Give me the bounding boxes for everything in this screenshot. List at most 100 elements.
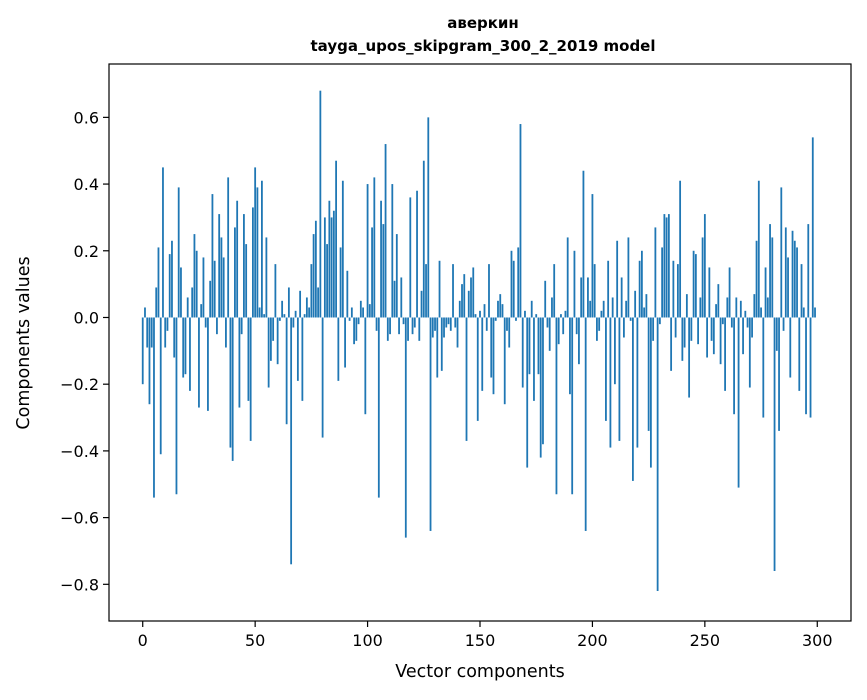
bar — [663, 214, 666, 318]
bar — [157, 247, 160, 318]
bar — [148, 317, 151, 405]
bar — [672, 260, 675, 318]
bar — [355, 317, 358, 341]
bar — [294, 310, 297, 318]
bar — [272, 317, 275, 341]
bar — [222, 257, 225, 318]
bar — [575, 317, 578, 335]
bar — [344, 317, 346, 368]
bar — [281, 300, 284, 318]
bar — [261, 180, 263, 318]
bar — [209, 280, 212, 318]
bar — [474, 314, 477, 318]
bar — [173, 317, 176, 358]
bar — [285, 317, 288, 425]
bar — [789, 317, 792, 378]
bar — [690, 317, 693, 341]
bar — [762, 317, 765, 418]
bar — [386, 317, 389, 341]
y-tick-label: −0.8 — [60, 575, 99, 594]
bar — [591, 194, 594, 318]
bar — [359, 300, 362, 318]
bar — [710, 317, 713, 341]
bar — [195, 250, 198, 318]
bar — [332, 210, 335, 318]
bar — [555, 317, 558, 495]
bar — [328, 200, 331, 318]
bar — [778, 317, 780, 431]
bar — [323, 217, 326, 318]
bar — [733, 317, 735, 415]
bar — [528, 317, 531, 375]
bar — [658, 317, 661, 325]
bar — [769, 224, 771, 318]
bar — [296, 317, 299, 381]
bar — [600, 310, 603, 318]
bar — [539, 317, 542, 458]
bar — [775, 317, 778, 351]
bar — [263, 314, 266, 318]
bar — [524, 310, 526, 318]
bar — [310, 264, 313, 318]
bar — [697, 317, 699, 345]
bar — [596, 317, 598, 341]
bar — [249, 317, 252, 441]
bar — [357, 317, 360, 325]
bar — [652, 317, 655, 341]
bar — [305, 297, 308, 318]
x-tick-label: 0 — [138, 631, 148, 650]
bar — [640, 250, 643, 318]
bar — [198, 317, 200, 408]
bar — [290, 317, 293, 565]
bar — [589, 300, 592, 318]
bar — [796, 247, 798, 318]
bar — [407, 317, 409, 341]
bar — [485, 317, 488, 331]
y-tick-label: 0.0 — [74, 308, 99, 327]
bar — [303, 314, 306, 318]
bar — [377, 317, 380, 498]
bar — [240, 317, 243, 335]
bar — [481, 317, 484, 391]
bar — [780, 187, 783, 318]
bar — [503, 317, 506, 405]
bar — [422, 160, 425, 318]
bar — [593, 264, 596, 318]
y-tick-label: −0.4 — [60, 442, 99, 461]
bar — [807, 224, 810, 318]
bar — [353, 317, 355, 345]
x-tick-label: 100 — [352, 631, 383, 650]
bar — [447, 317, 450, 325]
bar — [535, 314, 538, 318]
bar — [649, 317, 652, 468]
y-axis-label: Components values — [14, 256, 34, 429]
bar — [177, 187, 180, 318]
bar — [409, 197, 412, 318]
bar — [411, 317, 414, 335]
bar — [724, 317, 726, 391]
bar — [665, 217, 668, 318]
bar — [186, 297, 189, 318]
bar — [330, 217, 333, 318]
bar — [784, 227, 787, 318]
bar — [748, 317, 751, 388]
bar — [319, 90, 322, 318]
y-tick-label: 0.6 — [74, 108, 99, 127]
bar — [638, 260, 641, 318]
bar — [168, 254, 171, 318]
x-axis-label: Vector components — [395, 662, 564, 682]
bar — [452, 264, 454, 318]
bar — [566, 237, 569, 318]
bar — [811, 137, 814, 318]
bar — [440, 317, 443, 371]
bar — [269, 317, 272, 361]
bar — [299, 290, 302, 318]
bar — [254, 167, 257, 318]
bar — [373, 177, 376, 318]
bar — [521, 317, 524, 388]
bar — [395, 234, 398, 318]
bar — [384, 144, 387, 318]
bar — [681, 317, 684, 361]
bar — [771, 237, 774, 318]
bar — [274, 264, 277, 318]
